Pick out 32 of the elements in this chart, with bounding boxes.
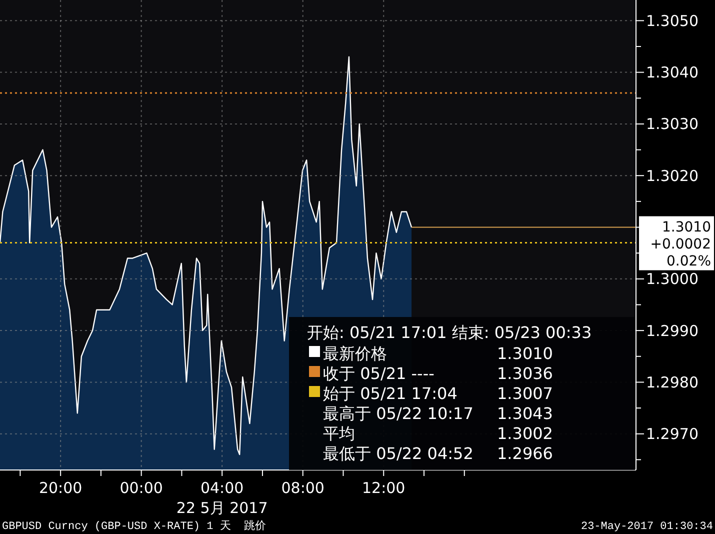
y-tick-label: 1.3040 <box>646 64 698 82</box>
x-tick-label: 08:00 <box>281 479 324 497</box>
annotation: 平均 <box>323 424 355 443</box>
y-tick-label: 1.2990 <box>646 322 698 340</box>
x-tick-label: 12:00 <box>362 479 406 497</box>
y-tick-label: 1.2970 <box>646 425 698 444</box>
annotation: 1.3043 <box>497 404 553 423</box>
annotation: 1.3010 <box>497 344 553 363</box>
x-tick-label: 00:00 <box>120 479 163 497</box>
annotation: 收于 05/21 ---- <box>323 364 434 383</box>
annotation: 1.3007 <box>497 384 553 403</box>
annotation: 1.2966 <box>497 444 553 463</box>
annotation: 1.3002 <box>497 424 553 443</box>
y-tick-label: 1.3000 <box>646 270 698 288</box>
y-tick-label: 1.2980 <box>646 373 698 392</box>
text: 1.3010 <box>662 219 711 236</box>
text: 0.02% <box>666 253 711 270</box>
x-tick-label: 20:00 <box>38 479 82 497</box>
x-tick-label: 04:00 <box>200 479 244 497</box>
annotation: 最新价格 <box>323 344 387 363</box>
x-axis-title: 22 5月 2017 <box>176 499 268 517</box>
y-tick-label: 1.3030 <box>646 115 698 134</box>
annotation: 1.3036 <box>497 364 553 383</box>
text: GBPUSD Curncy (GBP-USD X-RATE) 1 天 跳价 <box>2 520 266 533</box>
text: +0.0002 <box>650 236 711 252</box>
annotation: 始于 05/21 17:04 <box>323 384 458 403</box>
annotation: 最高于 05/22 10:17 <box>323 404 474 423</box>
y-tick-label: 1.3020 <box>646 166 698 185</box>
annotation: 最低于 05/22 04:52 <box>323 444 474 463</box>
annotation: 开始: 05/21 17:01 结束: 05/23 00:33 <box>307 323 592 342</box>
y-tick-label: 1.3050 <box>646 12 698 30</box>
text: 23-May-2017 01:30:34 <box>580 521 714 533</box>
